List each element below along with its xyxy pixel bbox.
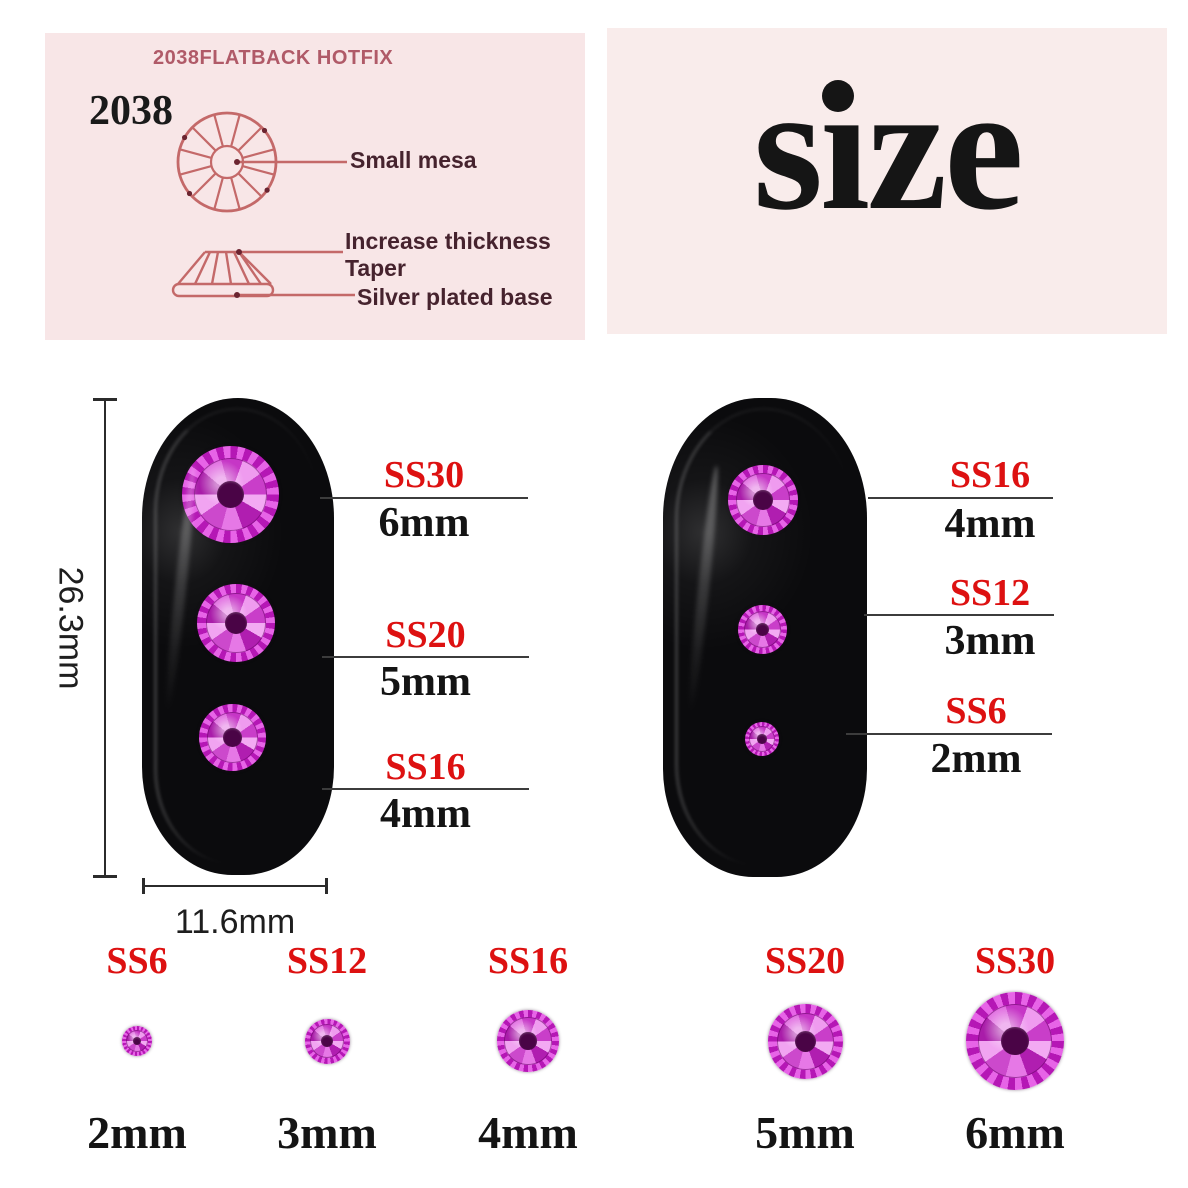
callout-ss6: SS6 [945,690,1007,732]
label-silver-base: Silver plated base [357,284,553,310]
horizontal-dim-left-cap [142,878,145,894]
horizontal-dim-right-cap [325,878,328,894]
rhinestone-ss6 [122,1026,152,1056]
callout-ss30-mm: 6mm [378,500,470,546]
rhinestone-ss16 [199,704,266,771]
rhinestone-ss20 [197,584,275,662]
nail-left [142,398,334,875]
callout-ss16-right: SS16 [949,454,1031,496]
size-row-mm-label: 4mm [478,1107,578,1158]
leader-line-ss16-left [322,788,529,790]
size-row-mm-label: 6mm [965,1107,1065,1158]
leader-line-ss12 [864,614,1054,616]
size-headline: sıze [753,48,1024,247]
vertical-dim-bottom-cap [93,875,117,878]
callout-ss20-mm: 5mm [380,659,471,705]
size-headline-panel: sıze [607,28,1167,334]
size-row-ss-label: SS16 [487,940,569,982]
diagram-dots [182,127,270,298]
gem-wrap [767,986,843,1096]
callout-ss16-left-mm: 4mm [380,791,471,837]
rhinestone-ss6 [745,722,779,756]
leader-line-ss16-right [868,497,1053,499]
leader-line-ss30 [320,497,528,499]
leader-line-ss6 [846,733,1052,735]
panel-title: 2038FLATBACK HOTFIX [153,47,394,69]
vertical-dim-top-cap [93,398,117,401]
label-increase-thickness: Increase thickness [345,228,551,254]
rhinestone-ss16 [728,465,798,535]
gem-wrap [122,986,152,1096]
size-row-ss-label: SS30 [974,940,1056,982]
rhinestone-ss30 [182,446,279,543]
size-row-mm-label: 5mm [755,1107,855,1158]
gem-wrap [966,986,1064,1096]
size-row-item-ss20: SS20 5mm [725,942,885,1156]
nail-right [663,398,867,877]
rhinestone-ss12 [304,1018,350,1064]
size-row-item-ss30: SS30 6mm [935,942,1095,1156]
nail-width-value: 11.6mm [174,903,296,941]
rhinestone-ss20 [767,1003,843,1079]
callout-ss12: SS12 [949,572,1031,614]
size-row-mm-label: 3mm [277,1107,377,1158]
rhinestone-ss16 [497,1010,559,1072]
rhinestone-ss30 [966,992,1064,1090]
size-row-item-ss12: SS12 3mm [247,942,407,1156]
callout-ss6-mm: 2mm [930,736,1022,782]
size-row-item-ss6: SS6 2mm [57,942,217,1156]
callout-ss12-mm: 3mm [944,618,1036,664]
label-small-mesa: Small mesa [350,147,477,173]
leader-line-ss20 [322,656,529,658]
callout-ss30: SS30 [383,454,465,496]
rhinestone-ss12 [738,605,787,654]
size-row-mm-label: 2mm [87,1107,187,1158]
label-taper: Taper [345,255,406,281]
size-row-ss-label: SS12 [286,940,368,982]
callout-ss20: SS20 [385,614,466,656]
i-dot-accent [822,80,854,112]
callout-ss16-left: SS16 [385,746,466,788]
vertical-dimension-line [104,399,106,877]
model-number: 2038 [89,88,173,134]
gem-wrap [304,986,350,1096]
callout-ss16-right-mm: 4mm [944,501,1036,547]
size-row-ss-label: SS6 [106,940,168,982]
nail-length-value: 26.3mm [51,566,90,690]
gem-wrap [497,986,559,1096]
rhinestone-structure-diagram [171,111,355,298]
size-row-item-ss16: SS16 4mm [448,942,608,1156]
size-row-ss-label: SS20 [764,940,846,982]
product-info-panel: 2038FLATBACK HOTFIX 2038 Small mesa Incr… [45,33,585,340]
horizontal-dimension-line [143,885,327,887]
